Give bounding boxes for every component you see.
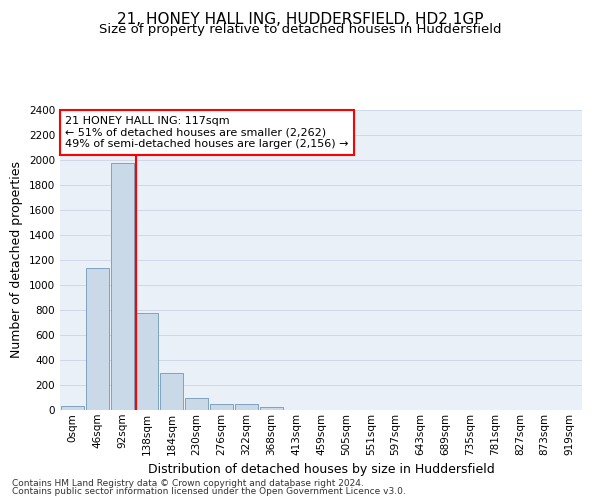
Text: Size of property relative to detached houses in Huddersfield: Size of property relative to detached ho… [99,24,501,36]
Bar [86,268,109,410]
Text: Contains HM Land Registry data © Crown copyright and database right 2024.: Contains HM Land Registry data © Crown c… [12,478,364,488]
Bar [235,404,258,410]
Bar [160,373,183,410]
Bar [260,406,283,410]
Bar [210,404,233,410]
X-axis label: Distribution of detached houses by size in Huddersfield: Distribution of detached houses by size … [148,463,494,476]
Bar [136,313,158,410]
Bar [61,406,84,410]
Text: 21, HONEY HALL ING, HUDDERSFIELD, HD2 1GP: 21, HONEY HALL ING, HUDDERSFIELD, HD2 1G… [117,12,483,28]
Text: 21 HONEY HALL ING: 117sqm
← 51% of detached houses are smaller (2,262)
49% of se: 21 HONEY HALL ING: 117sqm ← 51% of detac… [65,116,349,149]
Y-axis label: Number of detached properties: Number of detached properties [10,162,23,358]
Bar [185,398,208,410]
Bar [111,162,134,410]
Text: Contains public sector information licensed under the Open Government Licence v3: Contains public sector information licen… [12,487,406,496]
